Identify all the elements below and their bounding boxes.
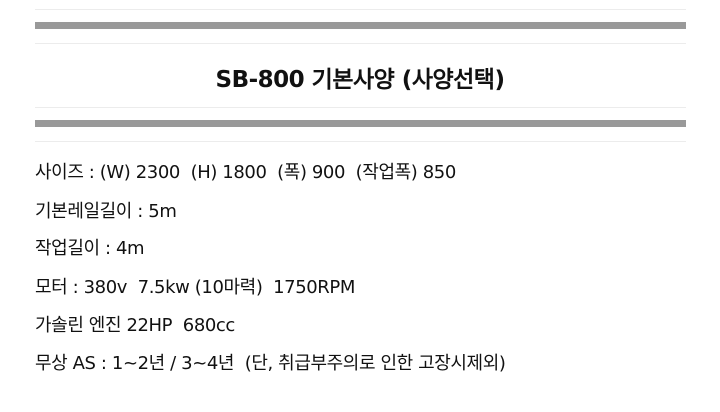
page-title: SB-800 기본사양 (사양선택) bbox=[215, 67, 505, 93]
divider-thin bbox=[35, 141, 686, 142]
spec-motor: 모터 : 380v 7.5kw (10마력) 1750RPM bbox=[35, 277, 355, 298]
spec-work-length: 작업길이 : 4m bbox=[35, 238, 145, 259]
spec-engine: 가솔린 엔진 22HP 680cc bbox=[35, 315, 235, 336]
spec-size: 사이즈 : (W) 2300 (H) 1800 (폭) 900 (작업폭) 85… bbox=[35, 162, 456, 183]
divider-thick bbox=[35, 22, 686, 29]
divider-thick bbox=[35, 120, 686, 127]
spec-rail-length: 기본레일길이 : 5m bbox=[35, 201, 177, 222]
divider-thin bbox=[35, 43, 686, 44]
divider-thin bbox=[35, 9, 686, 10]
divider-thin bbox=[35, 107, 686, 108]
spec-warranty: 무상 AS : 1~2년 / 3~4년 (단, 취급부주의로 인한 고장시제외) bbox=[35, 353, 506, 374]
